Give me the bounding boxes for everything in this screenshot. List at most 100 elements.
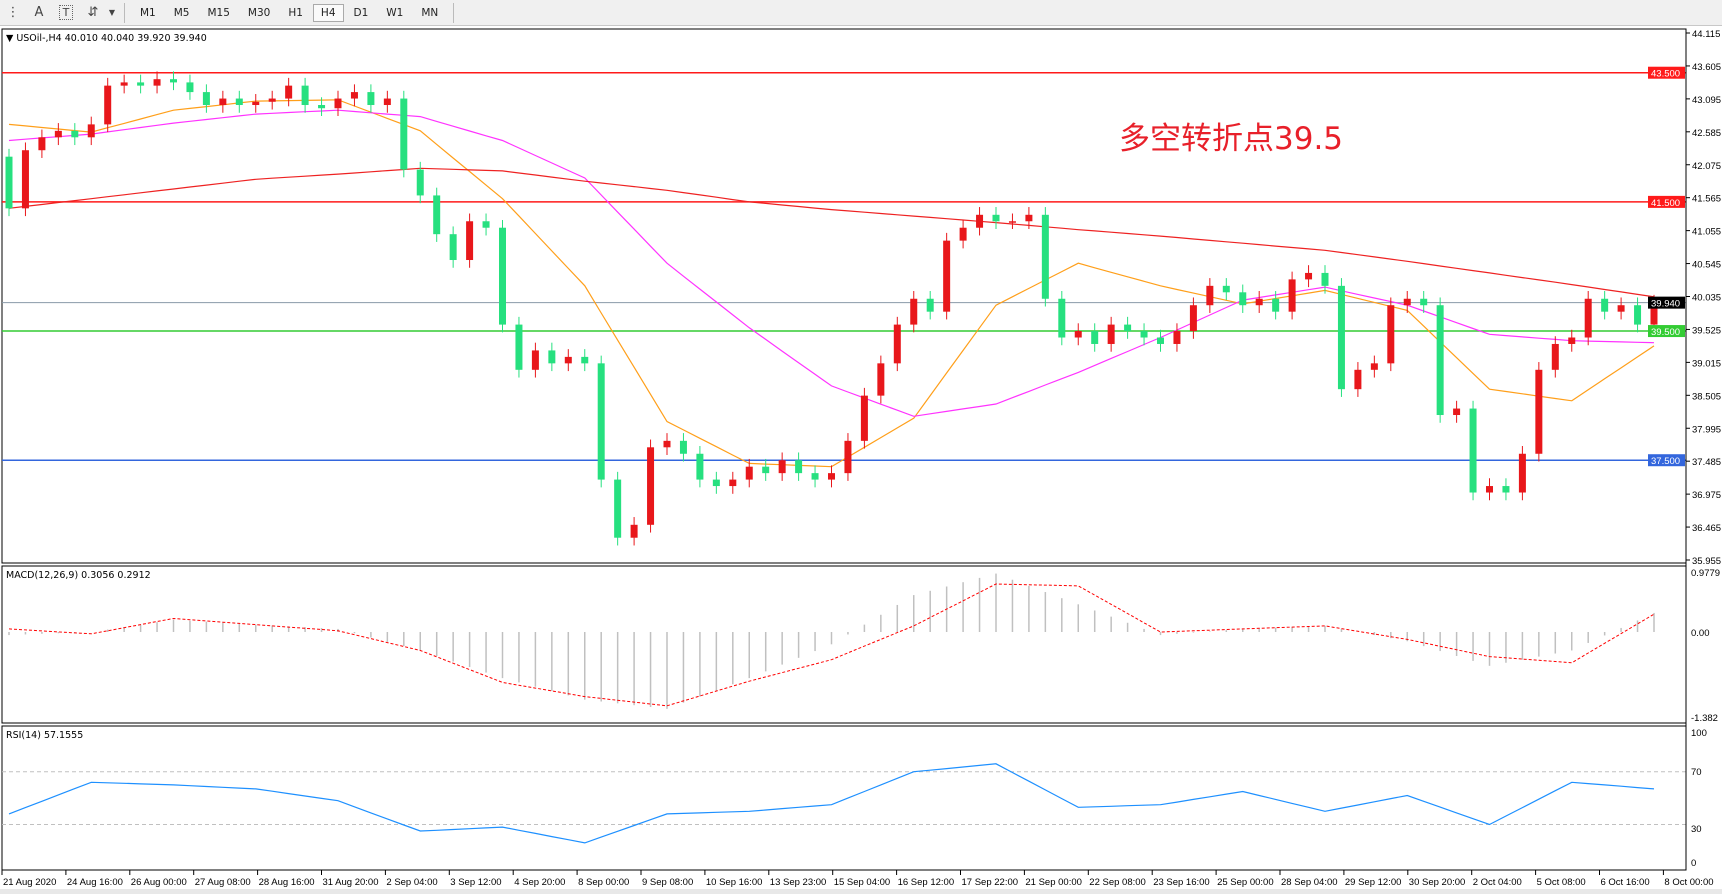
time-label: 21 Aug 2020	[3, 877, 56, 888]
bear-candle	[400, 98, 408, 170]
bull-candle	[153, 79, 161, 86]
bull-candle	[1486, 486, 1493, 493]
bull-candle	[910, 298, 918, 325]
symbol-info: ▼ USOil-,H4 40.010 40.040 39.920 39.940	[6, 33, 207, 44]
bull-candle	[1617, 305, 1625, 312]
horizontal-levels	[2, 71, 1686, 461]
macd-panel	[1, 565, 1687, 724]
bear-candle	[433, 195, 441, 235]
bear-candle	[301, 85, 309, 106]
rsi-axis-100: 100	[1691, 728, 1707, 739]
level-label: 43.500	[1651, 69, 1680, 80]
toolbar-separator	[453, 2, 455, 23]
macd-axis-max: 0.9779	[1691, 568, 1720, 579]
bull-candle	[334, 98, 342, 109]
timeframe-m15[interactable]: M15	[207, 6, 230, 19]
rsi-panel	[1, 725, 1687, 871]
timeframe-w1[interactable]: W1	[386, 6, 404, 19]
bear-candle	[515, 324, 523, 370]
bear-candle	[1337, 285, 1345, 390]
arrows-tool-icon[interactable]: ⇵	[87, 5, 99, 20]
menu-list-icon[interactable]: ⋮	[6, 5, 20, 20]
bear-candle	[712, 479, 720, 487]
bull-candle	[828, 473, 835, 480]
bull-candle	[1650, 302, 1658, 325]
time-label: 24 Aug 16:00	[67, 877, 123, 888]
main-price-panel	[1, 28, 1687, 564]
timeframe-h4[interactable]: H4	[312, 3, 344, 22]
bull-candle	[1025, 214, 1033, 222]
rsi-indicator	[2, 763, 1686, 844]
annotation-text: 多空转折点39.5	[1119, 121, 1343, 157]
bear-candle	[1124, 324, 1132, 332]
bear-candle	[597, 363, 605, 480]
price-tick-label: 41.055	[1692, 227, 1721, 238]
dropdown-arrow-icon[interactable]: ▼	[108, 8, 116, 17]
bear-candle	[1272, 298, 1280, 312]
timeframe-d1[interactable]: D1	[353, 6, 369, 19]
price-chart[interactable]: 44.115 43.605 43.095 42.585 42.075 41.565 41.0…	[0, 26, 1722, 889]
bull-candle	[219, 98, 227, 106]
bear-candle	[1091, 331, 1099, 344]
bear-candle	[367, 92, 375, 106]
bull-candle	[285, 85, 293, 99]
bear-candle	[1041, 214, 1049, 299]
bull-candle	[745, 466, 753, 480]
collapse-triangle-icon: ▼	[6, 33, 16, 44]
price-tick-label: 40.545	[1692, 260, 1721, 271]
level-label: 37.500	[1651, 456, 1680, 467]
time-label: 15 Sep 04:00	[834, 877, 891, 888]
level-label-bg	[1648, 66, 1685, 79]
bear-candle	[318, 105, 326, 109]
bear-candle	[926, 298, 934, 312]
price-axis: 44.115 43.605 43.095 42.585 42.075 41.565 41.0…	[1686, 29, 1721, 567]
bull-candle	[383, 98, 391, 106]
price-tick-label: 44.115	[1692, 29, 1720, 40]
timeframe-mn[interactable]: MN	[421, 6, 439, 19]
bull-candle	[268, 98, 276, 102]
bull-candle	[1255, 298, 1263, 306]
bear-candle	[416, 169, 424, 196]
bear-candle	[1420, 298, 1428, 306]
text-T-icon[interactable]: T	[59, 5, 73, 20]
time-label: 23 Sep 16:00	[1153, 877, 1210, 888]
price-tick-label: 37.485	[1692, 457, 1721, 468]
time-label: 26 Aug 00:00	[131, 877, 187, 888]
timeframe-m1[interactable]: M1	[140, 6, 156, 19]
bear-candle	[449, 234, 457, 261]
bull-candle	[252, 101, 260, 106]
text-A-icon[interactable]: A	[34, 5, 44, 20]
bull-candle	[564, 356, 572, 364]
price-tick-label: 39.525	[1692, 325, 1721, 336]
time-label: 4 Sep 20:00	[514, 877, 565, 888]
rsi-axis-70: 70	[1691, 767, 1702, 778]
rsi-line	[8, 763, 1655, 844]
macd-signal-line	[8, 583, 1655, 707]
bear-candle	[186, 82, 194, 93]
macd-axis-min: -1.382	[1691, 713, 1718, 724]
bull-candle	[54, 130, 62, 138]
bear-candle	[1157, 337, 1164, 344]
price-tick-label: 41.565	[1692, 194, 1721, 205]
bull-candle	[1568, 337, 1576, 344]
time-label: 21 Sep 00:00	[1025, 877, 1082, 888]
bull-candle	[959, 227, 967, 241]
bear-candle	[614, 479, 622, 538]
bull-candle	[1551, 343, 1559, 370]
bear-candle	[679, 440, 687, 454]
moving-average-line	[8, 167, 1655, 298]
bull-candle	[844, 440, 852, 474]
bear-candle	[1436, 305, 1444, 416]
rsi-label: RSI(14) 57.1555	[6, 730, 83, 741]
timeframe-h1[interactable]: H1	[288, 6, 303, 19]
bear-candle	[482, 221, 490, 228]
bull-candle	[860, 395, 868, 441]
bull-candle	[1008, 221, 1016, 223]
timeframe-m30[interactable]: M30	[247, 6, 271, 19]
bull-candle	[1370, 363, 1378, 370]
toolbar-separator	[124, 2, 125, 23]
time-label: 16 Sep 12:00	[898, 877, 955, 888]
time-label: 8 Oct 00:00	[1664, 877, 1713, 888]
timeframe-m5[interactable]: M5	[173, 6, 190, 19]
macd-axis-zero: 0.00	[1691, 628, 1710, 639]
